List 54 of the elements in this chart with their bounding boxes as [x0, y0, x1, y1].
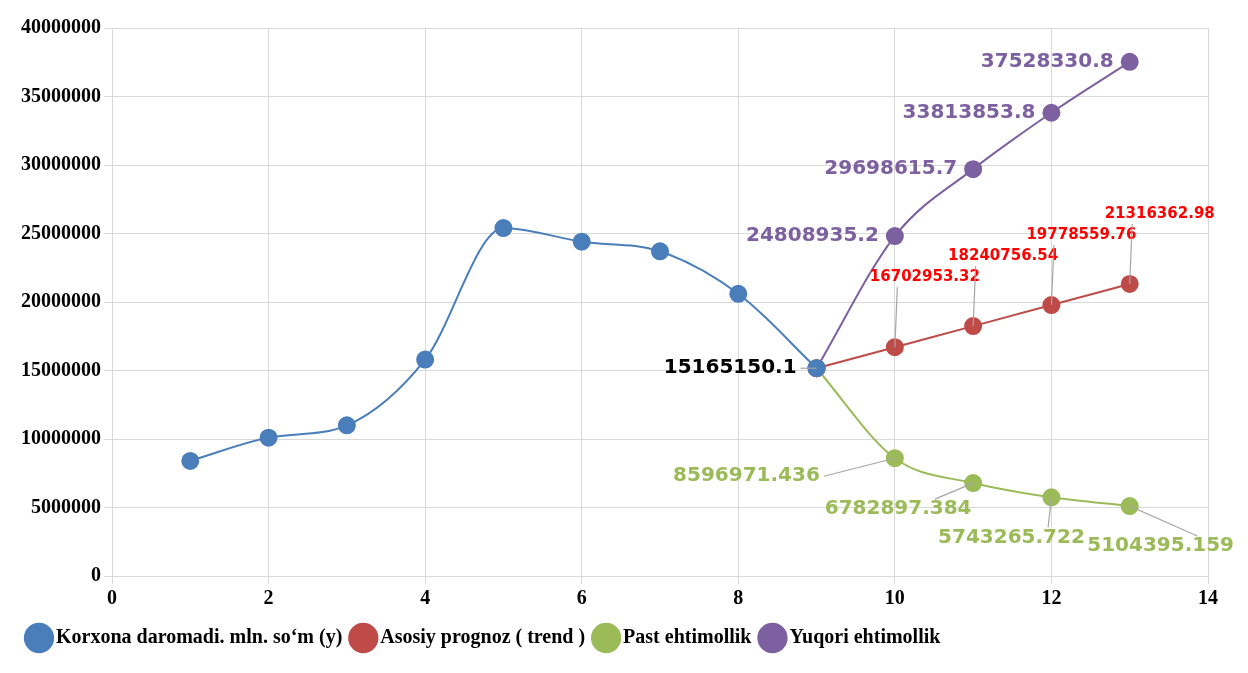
data-label: 18240756.54 [948, 245, 1059, 264]
y-tick-label: 40000000 [21, 15, 101, 38]
point [1120, 52, 1139, 71]
point [885, 449, 904, 468]
point [1042, 488, 1061, 507]
point [416, 350, 435, 369]
legend-label: Past ehtimollik [623, 625, 753, 648]
point [572, 232, 591, 251]
point [1120, 274, 1139, 293]
data-label: 33813853.8 [902, 98, 1036, 123]
point [964, 474, 983, 493]
legend-label: Korxona daromadi. mln. so‘m (y) [56, 625, 343, 649]
data-label: 6782897.384 [824, 495, 972, 520]
x-tick-label: 6 [576, 586, 587, 609]
data-label: 24808935.2 [746, 222, 879, 247]
point [885, 227, 904, 246]
point [1120, 497, 1139, 516]
x-tick-label: 2 [263, 586, 274, 609]
data-label: 16702953.32 [869, 267, 980, 286]
x-tick-label: 8 [733, 586, 744, 609]
y-tick-label: 20000000 [21, 289, 101, 312]
y-tick-label: 35000000 [21, 83, 101, 106]
point [1042, 103, 1061, 122]
x-tick-label: 14 [1198, 586, 1218, 609]
y-tick-label: 30000000 [21, 152, 101, 175]
point [651, 242, 669, 261]
x-tick-label: 12 [1041, 586, 1062, 609]
data-label: 5104395.159 [1087, 532, 1234, 557]
point [337, 416, 356, 435]
point [964, 160, 983, 179]
x-tick-label: 10 [884, 586, 905, 609]
point [729, 284, 748, 303]
data-label: 21316362.98 [1104, 203, 1215, 222]
point [181, 451, 200, 470]
data-label: 5743265.722 [938, 523, 1085, 548]
data-label: 19778559.76 [1026, 224, 1137, 243]
data-label: 37528330.8 [980, 48, 1114, 73]
x-tick-label: 4 [420, 586, 431, 609]
point [964, 317, 983, 336]
point [1042, 296, 1061, 315]
point [885, 338, 904, 357]
y-tick-label: 5000000 [31, 494, 101, 517]
y-tick-label: 10000000 [21, 426, 101, 449]
y-tick-label: 0 [91, 563, 101, 586]
y-tick-label: 15000000 [21, 357, 101, 380]
point [494, 219, 513, 238]
y-tick-label: 25000000 [21, 220, 101, 243]
x-tick-label: 0 [107, 586, 117, 609]
legend-label: Asosiy prognoz ( trend ) [380, 625, 586, 649]
data-label: 29698615.7 [824, 155, 958, 180]
data-label: 8596971.436 [673, 462, 820, 487]
legend-label: Yuqori ehtimollik [789, 625, 942, 649]
data-label: 15165150.1 [663, 354, 797, 379]
point [259, 428, 278, 447]
